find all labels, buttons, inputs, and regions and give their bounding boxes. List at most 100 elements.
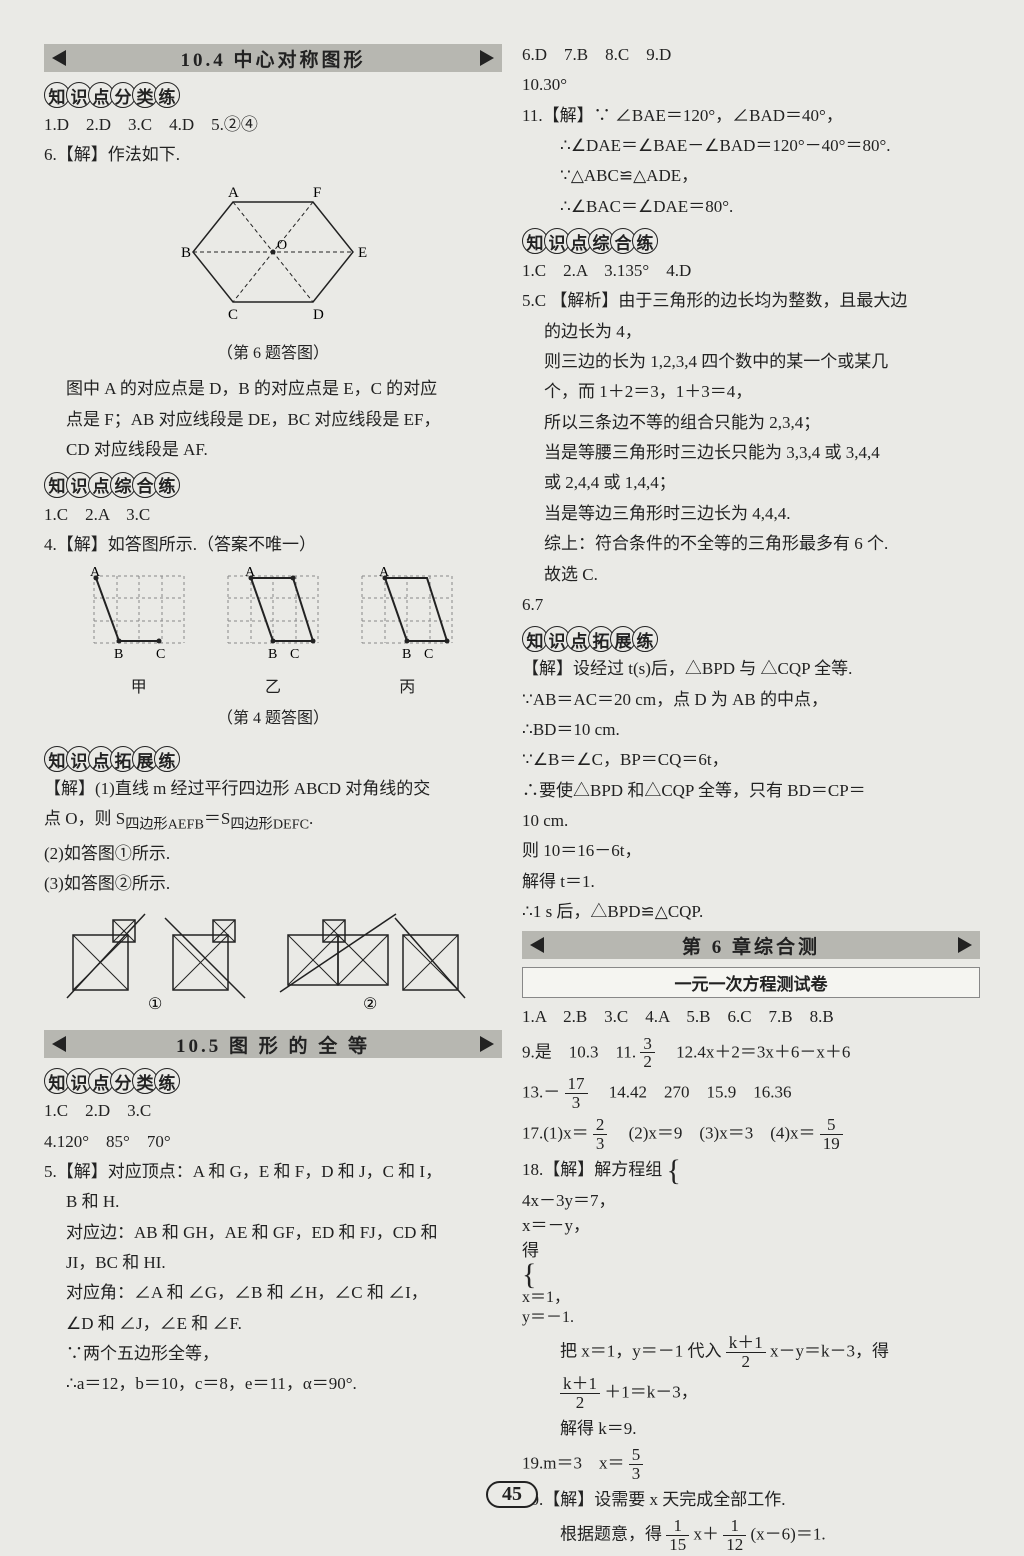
chapter6-title: 第 6 章综合测 xyxy=(522,931,980,959)
r-q11d: ∴∠BAC＝∠DAE＝80°. xyxy=(522,194,980,220)
answer-4: 4.【解】如答图所示.（答案不唯一） xyxy=(44,532,502,558)
badge-zonghe-r: 知 识 点 综 合 练 xyxy=(522,228,980,254)
r-pk4: ∵∠B＝∠C，BP＝CQ＝6t， xyxy=(522,747,980,773)
r-q5e: 所以三条边不等的组合只能为 2,3,4； xyxy=(522,410,980,436)
badge-char: 练 xyxy=(632,228,658,254)
r-pk1: 【解】设经过 t(s)后，△BPD 与 △CQP 全等. xyxy=(522,656,980,682)
svg-text:C: C xyxy=(290,647,299,662)
p6c: CD 对应线段是 AF. xyxy=(44,437,502,463)
r-q6: 6.7 xyxy=(522,592,980,618)
r-pk6: 10 cm. xyxy=(522,808,980,834)
c6-q18c: k＋12 ＋1＝k－3， xyxy=(522,1375,980,1412)
hexagon-figure: A F B E C D O xyxy=(44,177,502,332)
badge-fenlei-1: 知 识 点 分 类 练 xyxy=(44,82,502,108)
r-pk2: ∵AB＝AC＝20 cm，点 D 为 AB 的中点， xyxy=(522,687,980,713)
p6a: 图中 A 的对应点是 D，B 的对应点是 E，C 的对应 xyxy=(44,376,502,402)
c6-q19: 19.m＝3 x＝ 53 xyxy=(522,1446,980,1483)
fig6-caption: （第 6 题答图） xyxy=(44,342,502,367)
grid-figures: ABC 甲 ABC 乙 xyxy=(44,566,502,697)
svg-text:②: ② xyxy=(363,996,377,1013)
svg-text:A: A xyxy=(228,185,239,201)
badge-tuozhan-r: 知 识 点 拓 展 练 xyxy=(522,626,980,652)
svg-text:B: B xyxy=(114,647,123,662)
svg-text:A: A xyxy=(245,566,256,580)
r-pk3: ∴BD＝10 cm. xyxy=(522,717,980,743)
c6-q20a: 20.【解】设需要 x 天完成全部工作. xyxy=(522,1487,980,1513)
svg-text:F: F xyxy=(313,185,321,201)
p6b: 点是 F；AB 对应线段是 DE，BC 对应线段是 EF， xyxy=(44,407,502,433)
q5a2: B 和 H. xyxy=(44,1189,502,1215)
section-10-4-title: 10.4 中心对称图形 xyxy=(44,44,502,72)
pk1: 【解】(1)直线 m 经过平行四边形 ABCD 对角线的交 xyxy=(44,776,502,802)
badge-char: 练 xyxy=(154,1068,180,1094)
svg-text:C: C xyxy=(156,647,165,662)
r-pk8: 解得 t＝1. xyxy=(522,869,980,895)
r-pk9: ∴1 s 后，△BPD≌△CQP. xyxy=(522,899,980,925)
svg-text:A: A xyxy=(90,566,101,580)
pk3: (2)如答图①所示. xyxy=(44,841,502,867)
r-q11b: ∴∠DAE＝∠BAE－∠BAD＝120°－40°＝80°. xyxy=(522,133,980,159)
r-q5b: 的边长为 4， xyxy=(522,319,980,345)
c6-q9-12: 9.是 10.3 11. 32 12.4x＋2＝3x＋6－x＋6 xyxy=(522,1035,980,1072)
c6-q18: 18.【解】解方程组 { xyxy=(522,1157,980,1185)
svg-text:D: D xyxy=(313,307,324,323)
svg-text:E: E xyxy=(358,245,367,261)
badge-char: 练 xyxy=(154,746,180,772)
r-q5h: 当是等边三角形时三边长为 4,4,4. xyxy=(522,501,980,527)
r-q6-9: 6.D 7.B 8.C 9.D xyxy=(522,42,980,68)
left-column: 10.4 中心对称图形 知 识 点 分 类 练 1.D 2.D 3.C 4.D … xyxy=(44,40,502,1556)
r-pk7: 则 10＝16－6t， xyxy=(522,838,980,864)
svg-text:①: ① xyxy=(148,996,162,1013)
answers-1-5: 1.D 2.D 3.C 4.D 5.②④ xyxy=(44,112,502,138)
right-column: 6.D 7.B 8.C 9.D 10.30° 11.【解】∵ ∠BAE＝120°… xyxy=(522,40,980,1556)
q5a: 5.【解】对应顶点：A 和 G，E 和 F，D 和 J，C 和 I， xyxy=(44,1159,502,1185)
page-number: 45 xyxy=(486,1481,538,1508)
answers-105-1-3: 1.C 2.D 3.C xyxy=(44,1098,502,1124)
badge-fenlei-2: 知 识 点 分 类 练 xyxy=(44,1068,502,1094)
r-q5j: 故选 C. xyxy=(522,562,980,588)
badge-zonghe-1: 知 识 点 综 合 练 xyxy=(44,472,502,498)
svg-text:O: O xyxy=(277,238,287,253)
badge-char: 练 xyxy=(632,626,658,652)
svg-text:C: C xyxy=(424,647,433,662)
r-q5i: 综上：符合条件的不全等的三角形最多有 6 个. xyxy=(522,531,980,557)
svg-text:A: A xyxy=(379,566,390,580)
r-q5d: 个，而 1＋2＝3，1＋3＝4， xyxy=(522,379,980,405)
badge-char: 练 xyxy=(154,82,180,108)
section-10-5-title: 10.5 图 形 的 全 等 xyxy=(44,1030,502,1058)
r-q11c: ∵△ABC≌△ADE， xyxy=(522,163,980,189)
q5c: 对应角：∠A 和 ∠G，∠B 和 ∠H，∠C 和 ∠I， xyxy=(44,1280,502,1306)
answer-6: 6.【解】作法如下. xyxy=(44,142,502,168)
q5b2: JI，BC 和 HI. xyxy=(44,1250,502,1276)
r-q5a: 5.C 【解析】由于三角形的边长均为整数，且最大边 xyxy=(522,288,980,314)
fig4-caption: （第 4 题答图） xyxy=(44,707,502,732)
svg-text:B: B xyxy=(402,647,411,662)
svg-text:B: B xyxy=(268,647,277,662)
c6-q1-8: 1.A 2.B 3.C 4.A 5.B 6.C 7.B 8.B xyxy=(522,1004,980,1030)
q5e: ∴a＝12，b＝10，c＝8，e＝11，α＝90°. xyxy=(44,1371,502,1397)
svg-text:B: B xyxy=(181,245,191,261)
r-pk5: ∴要使△BPD 和△CQP 全等，只有 BD＝CP＝ xyxy=(522,778,980,804)
pk2: 点 O，则 S四边形AEFB＝S四边形DEFC. xyxy=(44,806,502,836)
r-q11a: 11.【解】∵ ∠BAE＝120°，∠BAD＝40°， xyxy=(522,103,980,129)
grid-label-jia: 甲 xyxy=(84,673,194,697)
c6-q18d: 解得 k＝9. xyxy=(522,1416,980,1442)
svg-text:C: C xyxy=(228,307,238,323)
r-q5c: 则三边的长为 1,2,3,4 四个数中的某一个或某几 xyxy=(522,349,980,375)
answer-105-4: 4.120° 85° 70° xyxy=(44,1129,502,1155)
square-diagrams: ① ② xyxy=(44,905,502,1020)
badge-tuozhan-1: 知 识 点 拓 展 练 xyxy=(44,746,502,772)
q5c2: ∠D 和 ∠J，∠E 和 ∠F. xyxy=(44,1311,502,1337)
pk4: (3)如答图②所示. xyxy=(44,871,502,897)
badge-char: 练 xyxy=(154,472,180,498)
grid-label-bing: 丙 xyxy=(352,673,462,697)
r-q10: 10.30° xyxy=(522,72,980,98)
c6-q18b: 把 x＝1，y＝－1 代入 k＋12 x－y＝k－3，得 xyxy=(522,1334,980,1371)
q5b: 对应边：AB 和 GH，AE 和 GF，ED 和 FJ，CD 和 xyxy=(44,1220,502,1246)
page-columns: 10.4 中心对称图形 知 识 点 分 类 练 1.D 2.D 3.C 4.D … xyxy=(44,40,980,1556)
c6-q13-16: 13.－ 173 14.42 270 15.9 16.36 xyxy=(522,1075,980,1112)
c6-q17: 17.(1)x＝ 23 (2)x＝9 (3)x＝3 (4)x＝ 519 xyxy=(522,1116,980,1153)
answers-1-3: 1.C 2.A 3.C xyxy=(44,502,502,528)
r-q1-4: 1.C 2.A 3.135° 4.D xyxy=(522,258,980,284)
r-q5f: 当是等腰三角形时三边长只能为 3,3,4 或 3,4,4 xyxy=(522,440,980,466)
